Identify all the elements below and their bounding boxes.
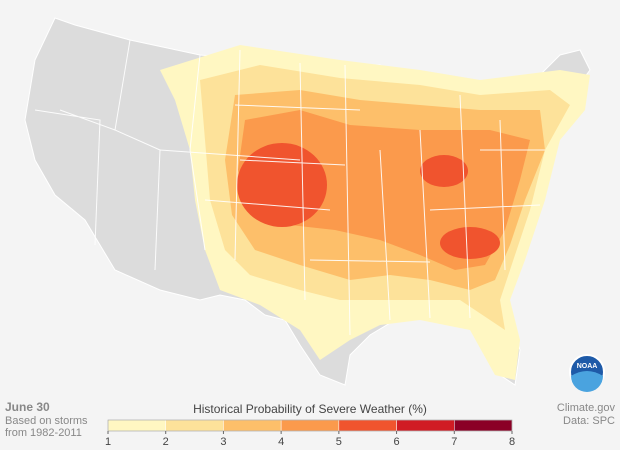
legend-swatch — [165, 419, 224, 432]
noaa-logo: NOAA — [569, 354, 605, 392]
legend-tick-label: 8 — [509, 436, 515, 448]
date-label: June 30 — [5, 400, 50, 414]
legend-title: Historical Probability of Severe Weather… — [193, 402, 427, 416]
state-lines — [34, 39, 545, 336]
legend-tick-label: 2 — [163, 436, 169, 448]
note-line: from 1982-2011 — [5, 427, 82, 439]
legend-swatch — [338, 419, 397, 432]
credit-line: Climate.gov — [557, 402, 616, 414]
probability-band — [420, 155, 468, 187]
legend-tick-label: 4 — [278, 436, 284, 448]
legend-swatch — [280, 419, 340, 432]
legend-swatch — [454, 419, 513, 432]
legend-tick-label: 7 — [451, 436, 457, 448]
legend-tick-label: 5 — [336, 436, 342, 448]
legend-swatch — [223, 419, 282, 432]
legend-swatch — [107, 419, 166, 432]
logo-text: NOAA — [577, 363, 598, 370]
legend-swatch — [396, 419, 455, 432]
probability-band — [237, 143, 327, 227]
legend-tick-label: 3 — [220, 436, 226, 448]
legend-tick-label: 1 — [105, 436, 111, 448]
legend-frame — [107, 419, 513, 432]
note-line: Based on storms — [5, 415, 88, 427]
probability-band — [440, 227, 500, 259]
legend-tick-label: 6 — [394, 436, 400, 448]
credit-line: Data: SPC — [563, 415, 615, 427]
